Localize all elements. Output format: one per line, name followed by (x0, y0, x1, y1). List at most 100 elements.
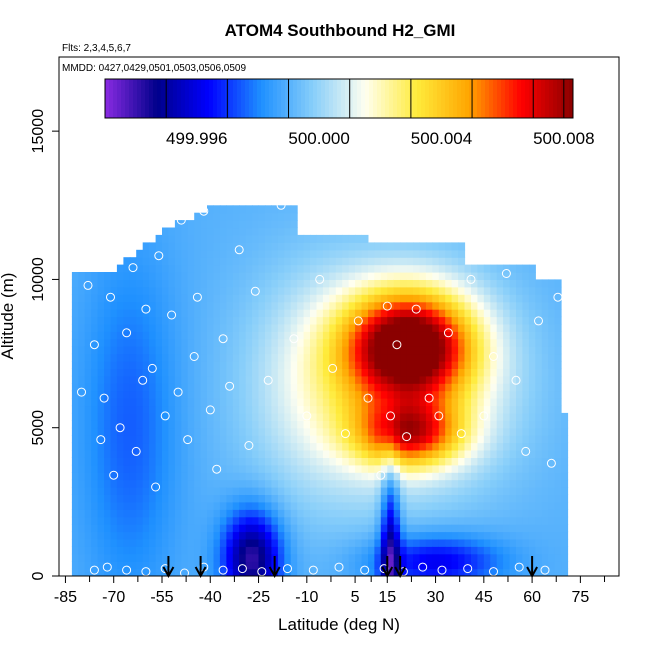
heatmap-cell (239, 501, 247, 510)
heatmap-cell (200, 479, 208, 488)
heatmap-cell (245, 383, 253, 392)
heatmap-cell (342, 294, 350, 303)
heatmap-cell (252, 568, 260, 576)
heatmap-cell (200, 279, 208, 288)
heatmap-cell (174, 494, 182, 503)
heatmap-cell (155, 531, 163, 540)
heatmap-cell (310, 501, 317, 510)
heatmap-cell (522, 531, 530, 540)
heatmap-cell (116, 272, 124, 280)
heatmap-cell (368, 420, 375, 429)
heatmap-cell (232, 286, 240, 295)
heatmap-cell (290, 227, 298, 236)
heatmap-cell (84, 524, 92, 533)
heatmap-cell (303, 568, 311, 576)
heatmap-cell (387, 509, 395, 518)
heatmap-cell (104, 531, 112, 540)
heatmap-cell (168, 264, 176, 273)
heatmap-cell (316, 375, 324, 384)
colorbar-cell (277, 79, 282, 118)
heatmap-cell (471, 538, 478, 547)
heatmap-cell (116, 323, 124, 332)
heatmap-cell (213, 264, 221, 273)
heatmap-cell (516, 501, 523, 510)
heatmap-cell (78, 509, 86, 518)
heatmap-cell (284, 301, 292, 310)
heatmap-cell (142, 412, 150, 421)
heatmap-cell (413, 509, 420, 518)
heatmap-cell (168, 479, 176, 488)
heatmap-cell (78, 538, 86, 547)
heatmap-cell (496, 353, 504, 362)
heatmap-cell (123, 435, 131, 444)
heatmap-cell (355, 546, 363, 555)
heatmap-cell (445, 457, 453, 466)
heatmap-cell (413, 501, 420, 510)
heatmap-cell (219, 464, 227, 473)
heatmap-cell (84, 316, 92, 325)
heatmap-cell (297, 301, 305, 310)
heatmap-cell (303, 361, 311, 369)
heatmap-cell (245, 331, 253, 340)
heatmap-cell (355, 561, 363, 570)
heatmap-cell (252, 420, 260, 429)
heatmap-cell (368, 294, 375, 303)
heatmap-cell (483, 538, 491, 547)
heatmap-cell (548, 568, 556, 576)
heatmap-cell (245, 390, 253, 399)
heatmap-cell (155, 516, 163, 525)
heatmap-cell (207, 501, 214, 510)
heatmap-cell (207, 323, 214, 332)
heatmap-cell (451, 323, 459, 332)
heatmap-cell (290, 353, 298, 362)
heatmap-cell (239, 546, 247, 555)
heatmap-cell (342, 442, 350, 451)
heatmap-cell (239, 553, 247, 562)
heatmap-cell (509, 464, 517, 473)
heatmap-cell (490, 361, 498, 369)
heatmap-cell (355, 323, 363, 332)
heatmap-cell (361, 494, 369, 503)
heatmap-cell (129, 568, 137, 576)
heatmap-cell (528, 346, 536, 355)
heatmap-cell (451, 398, 459, 407)
heatmap-cell (271, 301, 279, 310)
heatmap-cell (561, 568, 569, 576)
heatmap-cell (335, 516, 343, 525)
heatmap-cell (265, 234, 272, 243)
colorbar-cell (349, 79, 354, 118)
heatmap-cell (155, 309, 163, 318)
heatmap-cell (84, 346, 92, 355)
heatmap-cell (419, 479, 427, 488)
heatmap-cell (541, 405, 549, 414)
heatmap-cell (516, 361, 523, 369)
heatmap-cell (181, 553, 189, 562)
heatmap-cell (142, 331, 150, 340)
heatmap-cell (181, 353, 189, 362)
heatmap-cell (78, 494, 86, 503)
heatmap-cell (149, 331, 157, 340)
heatmap-cell (84, 531, 92, 540)
heatmap-cell (374, 442, 382, 451)
heatmap-cell (136, 553, 144, 562)
colorbar-cell (153, 79, 158, 118)
heatmap-cell (342, 272, 350, 280)
heatmap-cell (187, 220, 195, 229)
heatmap-cell (458, 405, 466, 414)
heatmap-cell (393, 538, 401, 547)
heatmap-cell (265, 546, 272, 555)
colorbar-cell (385, 79, 390, 118)
colorbar-cell (161, 79, 166, 118)
heatmap-cell (368, 405, 375, 414)
heatmap-cell (71, 538, 79, 547)
heatmap-cell (116, 361, 124, 369)
heatmap-cell (348, 420, 356, 429)
heatmap-cell (387, 435, 395, 444)
heatmap-cell (477, 346, 485, 355)
colorbar-cell (197, 79, 202, 118)
heatmap-cell (348, 338, 356, 347)
heatmap-cell (187, 420, 195, 429)
heatmap-cell (438, 501, 446, 510)
heatmap-cell (310, 390, 317, 399)
heatmap-cell (406, 316, 414, 325)
